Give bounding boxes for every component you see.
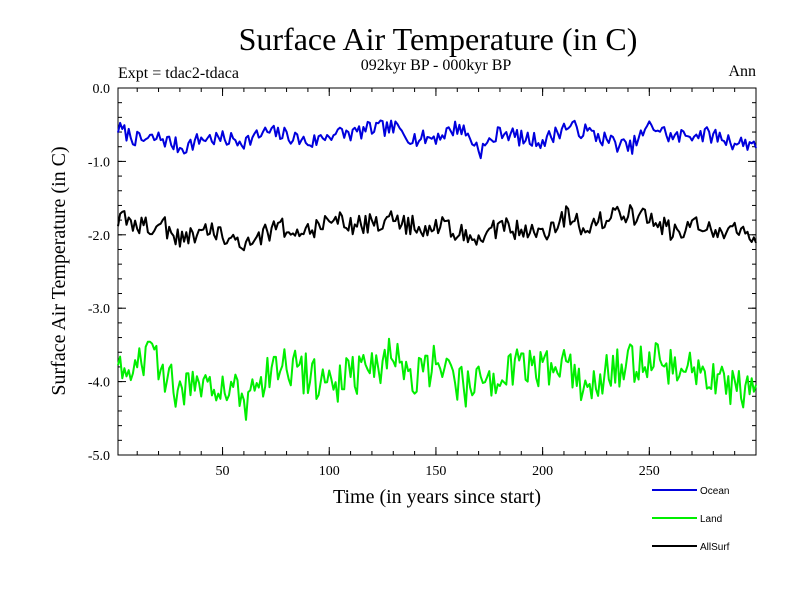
x-tick-label: 50 (216, 464, 230, 479)
y-tick-label: -3.0 (88, 302, 110, 317)
experiment-label: Expt = tdac2-tdaca (118, 65, 239, 82)
x-tick-label: 150 (425, 464, 446, 479)
x-tick-label: 250 (639, 464, 660, 479)
series-group (117, 119, 757, 421)
season-label: Ann (728, 63, 756, 80)
legend-label-ocean: Ocean (700, 486, 729, 497)
chart-subtitle: 092kyr BP - 000kyr BP (361, 57, 512, 74)
y-tick-label: -4.0 (88, 376, 110, 391)
legend-label-allsurf: AllSurf (700, 542, 730, 553)
legend-label-land: Land (700, 514, 722, 525)
series-line-land (117, 337, 757, 421)
series-line-allsurf (117, 204, 757, 252)
x-tick-label: 200 (532, 464, 553, 479)
y-tick-label: -1.0 (88, 155, 110, 170)
x-tick-label: 100 (319, 464, 340, 479)
series-line-ocean (117, 119, 757, 160)
chart-title: Surface Air Temperature (in C) (239, 21, 638, 57)
legend: Ocean Land AllSurf (652, 486, 730, 553)
y-tick-label: -2.0 (88, 229, 110, 244)
y-tick-label: -5.0 (88, 449, 110, 464)
x-axis-label: Time (in years since start) (333, 486, 541, 508)
plot-frame (117, 87, 757, 456)
y-axis-label: Surface Air Temperature (in C) (48, 146, 70, 395)
y-axis: 0.0 -1.0 -2.0 -3.0 -4.0 -5.0 (88, 82, 756, 464)
y-tick-label: 0.0 (93, 82, 111, 97)
x-axis: 50 100 150 200 250 (136, 88, 736, 479)
